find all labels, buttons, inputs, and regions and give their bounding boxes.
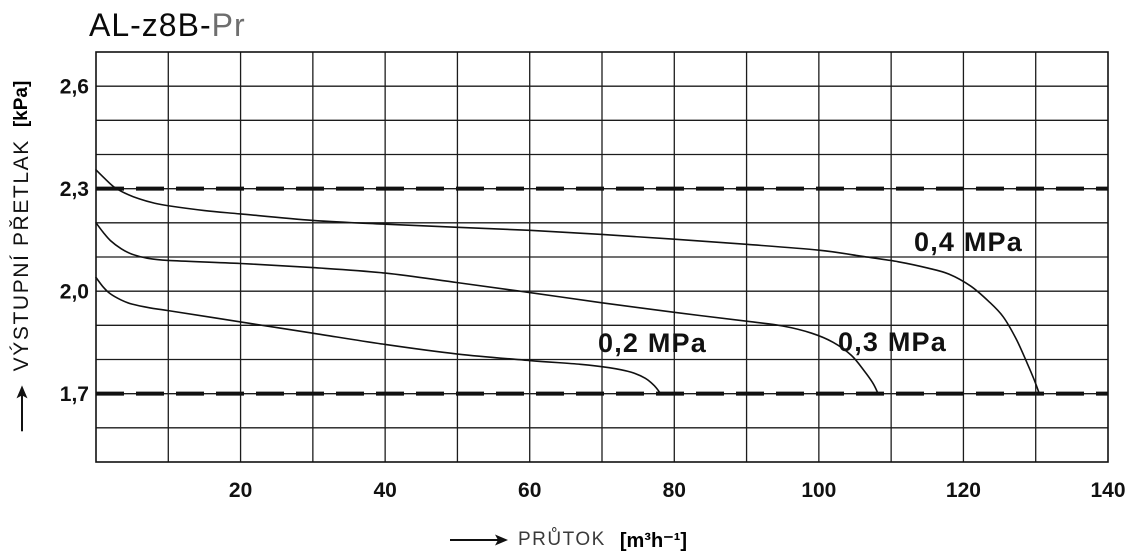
chart-title: AL-z8B-Pr	[89, 6, 246, 44]
y-tick-label: 2,3	[60, 178, 89, 201]
x-tick-label: 40	[373, 479, 396, 502]
series-line-0-2-mpa	[96, 278, 661, 394]
grid-lines	[96, 52, 1108, 462]
x-tick-label: 20	[229, 479, 252, 502]
x-tick-label: 60	[518, 479, 541, 502]
x-tick-label: 80	[663, 479, 686, 502]
y-tick-label: 1,7	[60, 383, 89, 406]
y-axis-label: VÝSTUPNÍ PŘETLAK [kPa]	[10, 81, 34, 432]
arrow-up-icon	[15, 385, 29, 431]
series-label-0-4-mpa: 0,4 MPa	[914, 227, 1023, 257]
chart-title-suffix: Pr	[212, 7, 246, 43]
x-tick-label: 100	[801, 479, 836, 502]
x-tick-label: 140	[1090, 479, 1125, 502]
series-label-0-2-mpa: 0,2 MPa	[598, 328, 707, 358]
y-axis-unit: [kPa]	[10, 81, 34, 127]
y-tick-label: 2,0	[60, 281, 89, 304]
chart-title-main: AL-z8B-	[89, 7, 212, 43]
x-axis-title: PRŮTOK	[518, 529, 606, 551]
x-axis-label: PRŮTOK [m³h⁻¹]	[450, 526, 687, 554]
x-axis-unit: [m³h⁻¹]	[620, 528, 687, 553]
series-label-0-3-mpa: 0,3 MPa	[838, 327, 947, 357]
y-tick-label: 2,6	[60, 76, 89, 99]
series-line-0-3-mpa	[96, 223, 878, 394]
y-axis-title: VÝSTUPNÍ PŘETLAK	[10, 139, 34, 371]
arrow-right-icon	[450, 533, 508, 547]
x-tick-label: 120	[946, 479, 981, 502]
